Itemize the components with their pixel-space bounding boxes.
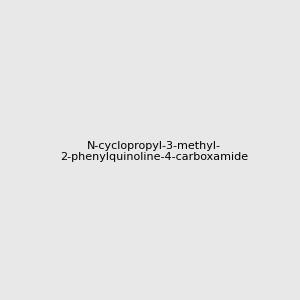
Text: N-cyclopropyl-3-methyl-
2-phenylquinoline-4-carboxamide: N-cyclopropyl-3-methyl- 2-phenylquinolin… xyxy=(60,141,248,162)
